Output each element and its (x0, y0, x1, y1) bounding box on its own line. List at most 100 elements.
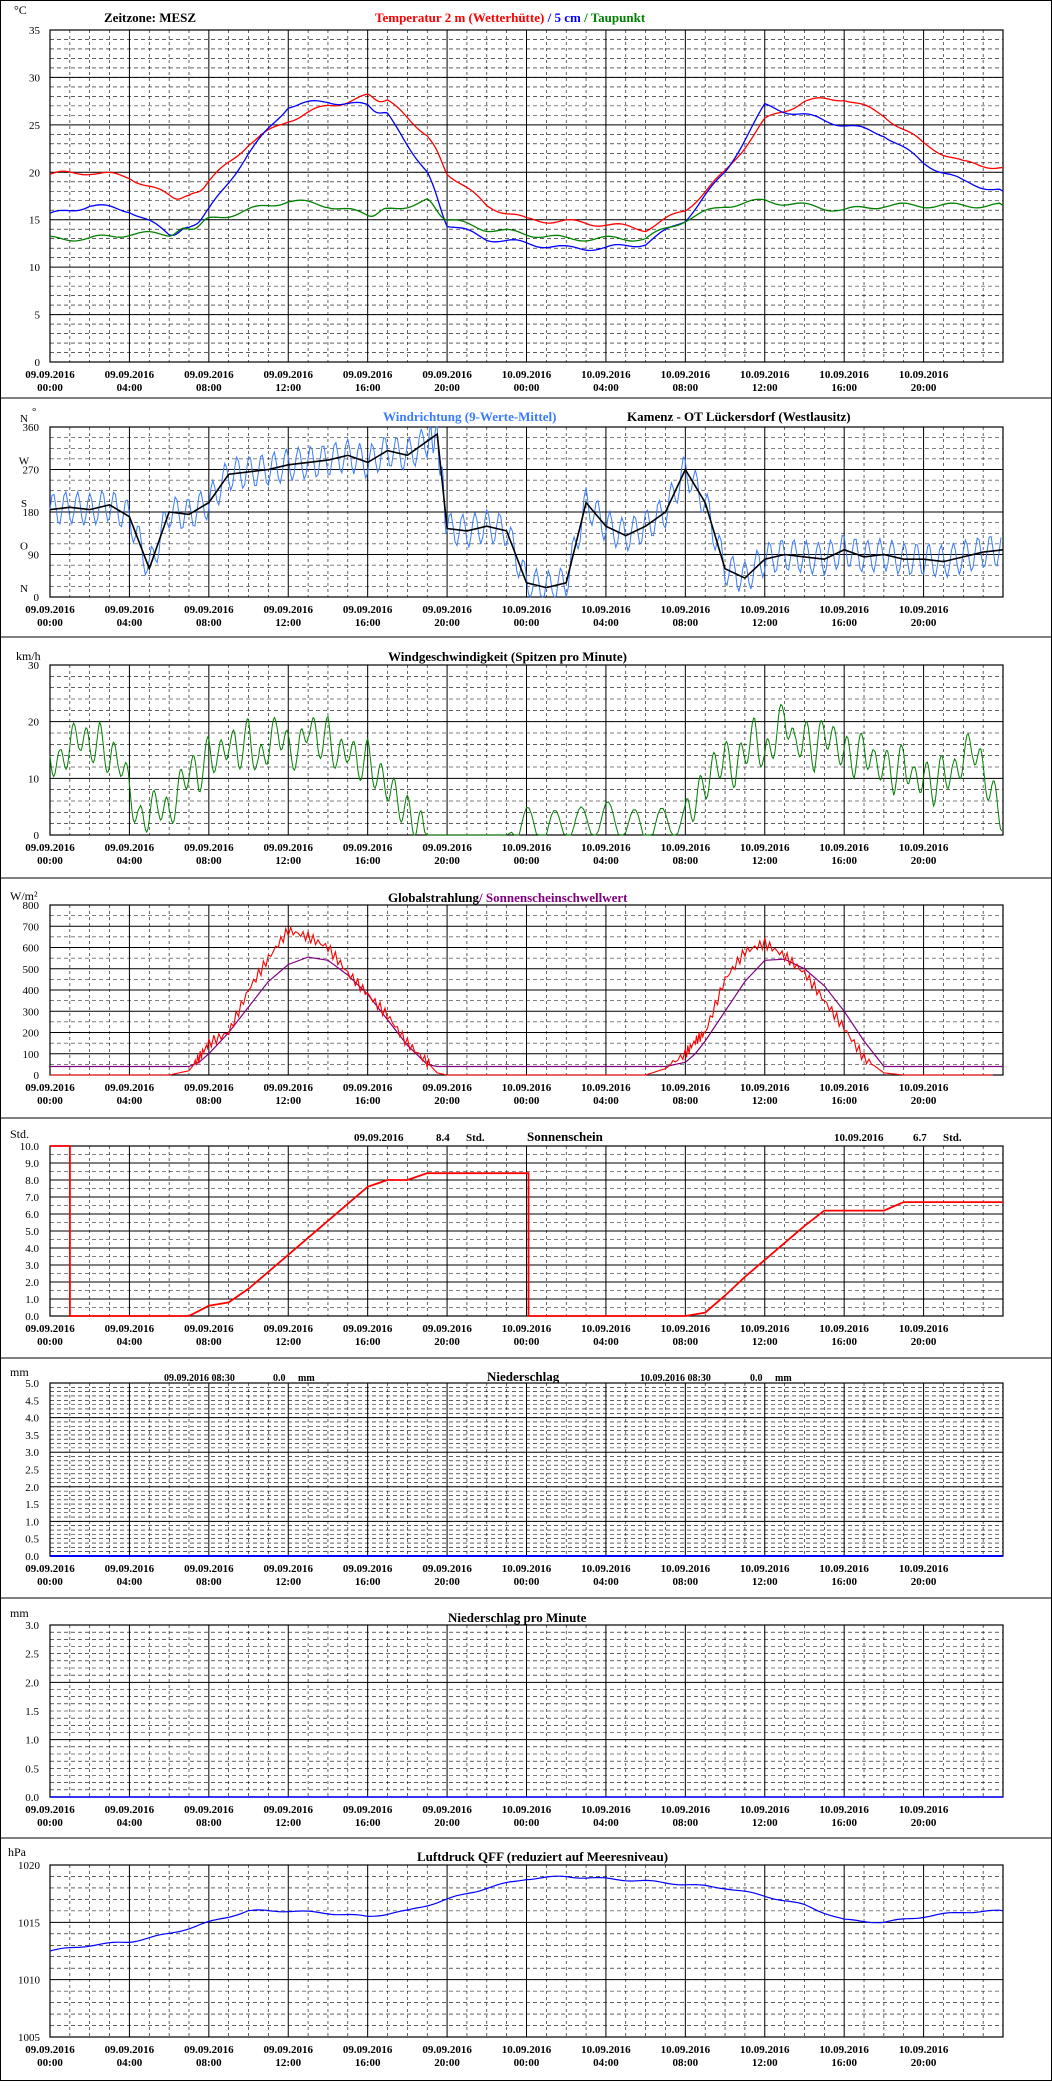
x-tick-time: 08:00 (196, 1336, 222, 1348)
x-tick-time: 04:00 (593, 1336, 619, 1348)
x-tick-date: 09.09.2016 (25, 1082, 75, 1094)
x-tick-date: 10.09.2016 (819, 369, 869, 381)
x-tick-date: 10.09.2016 (740, 604, 790, 616)
x-tick-time: 04:00 (117, 1095, 143, 1107)
y-unit-label: km/h (16, 649, 41, 663)
y-tick-label: 3.5 (25, 1430, 39, 1442)
x-tick-time: 00:00 (37, 1817, 63, 1829)
x-tick-time: 20:00 (911, 1817, 937, 1829)
x-tick-date: 09.09.2016 (264, 369, 314, 381)
x-tick-time: 16:00 (831, 1095, 857, 1107)
x-tick-date: 09.09.2016 (343, 1323, 393, 1335)
x-tick-time: 04:00 (593, 382, 619, 394)
plot-frame (49, 29, 1004, 363)
x-tick-time: 12:00 (275, 1336, 301, 1348)
chart-title: Globalstrahlung/ Sonnenscheinschwellwert (388, 890, 628, 905)
x-tick-date: 09.09.2016 (422, 1323, 472, 1335)
x-tick-date: 09.09.2016 (184, 842, 234, 854)
x-tick-date: 09.09.2016 (264, 842, 314, 854)
x-tick-time: 12:00 (275, 2057, 301, 2069)
panel-precipitation-minute: 0.0 0.5 1.0 1.5 2.0 2.5 3.0mm Niederschlag pro … (10, 1606, 1004, 1829)
y-tick-label: 1.5 (25, 1706, 39, 1718)
x-tick-time: 20:00 (434, 1576, 460, 1588)
x-tick-time: 04:00 (593, 1576, 619, 1588)
x-tick-time: 12:00 (275, 1095, 301, 1107)
x-tick-date: 10.09.2016 (819, 1563, 869, 1575)
x-tick-date: 10.09.2016 (740, 842, 790, 854)
x-tick-time: 12:00 (752, 382, 778, 394)
x-tick-date: 10.09.2016 (740, 1563, 790, 1575)
chart-title: Niederschlag (487, 1369, 560, 1384)
title-part: Taupunkt (591, 10, 646, 25)
x-tick-time: 12:00 (752, 855, 778, 867)
series-line-wind-speed (49, 703, 1003, 836)
x-tick-date: 10.09.2016 (661, 2044, 711, 2056)
x-tick-time: 04:00 (593, 1817, 619, 1829)
x-tick-date: 09.09.2016 (343, 369, 393, 381)
x-tick-date: 10.09.2016 (661, 1804, 711, 1816)
x-tick-date: 10.09.2016 (899, 1563, 949, 1575)
sunshine-date-left: 09.09.2016 (354, 1132, 404, 1144)
y-tick-label: 5 (35, 310, 41, 322)
x-tick-time: 20:00 (434, 1336, 460, 1348)
x-tick-date: 10.09.2016 (819, 1082, 869, 1094)
x-tick-date: 09.09.2016 (105, 1804, 155, 1816)
x-tick-date: 10.09.2016 (661, 1563, 711, 1575)
x-tick-time: 00:00 (514, 1095, 540, 1107)
y-tick-label: 200 (23, 1028, 40, 1040)
chart-title: Luftdruck QFF (reduziert auf Meeresnivea… (417, 1849, 668, 1864)
x-tick-time: 08:00 (196, 1576, 222, 1588)
x-tick-time: 20:00 (434, 2057, 460, 2069)
chart-title: Sonnenschein (527, 1129, 604, 1144)
title-part: Globalstrahlung (388, 890, 480, 905)
x-tick-time: 08:00 (672, 1576, 698, 1588)
title-part: Temperatur 2 m (Wetterhütte) (375, 10, 544, 25)
x-tick-time: 08:00 (196, 2057, 222, 2069)
x-tick-time: 04:00 (117, 617, 143, 629)
x-tick-time: 16:00 (355, 1576, 381, 1588)
x-tick-date: 09.09.2016 (343, 1082, 393, 1094)
y-tick-label: 300 (23, 1006, 40, 1018)
x-tick-date: 10.09.2016 (661, 604, 711, 616)
y-tick-label: 6.0 (25, 1209, 39, 1221)
y-tick-label: 30 (28, 660, 40, 672)
y-tick-label: 20 (29, 167, 41, 179)
x-tick-time: 20:00 (911, 1576, 937, 1588)
sunshine-value-right: 6.7 (913, 1132, 927, 1144)
y-tick-label: 2.5 (25, 1465, 39, 1477)
x-tick-time: 00:00 (514, 1576, 540, 1588)
x-tick-date: 09.09.2016 (184, 1804, 234, 1816)
x-tick-time: 00:00 (514, 1817, 540, 1829)
x-tick-date: 10.09.2016 (581, 2044, 631, 2056)
y-tick-label: 1010 (18, 1975, 41, 1987)
x-tick-date: 10.09.2016 (899, 2044, 949, 2056)
x-tick-time: 16:00 (355, 1095, 381, 1107)
x-tick-date: 09.09.2016 (264, 1082, 314, 1094)
x-tick-date: 10.09.2016 (581, 1323, 631, 1335)
x-tick-time: 12:00 (752, 1095, 778, 1107)
x-tick-date: 10.09.2016 (502, 842, 552, 854)
x-tick-time: 04:00 (117, 1576, 143, 1588)
x-tick-date: 09.09.2016 (25, 1804, 75, 1816)
x-tick-date: 10.09.2016 (581, 1804, 631, 1816)
x-tick-time: 08:00 (196, 855, 222, 867)
precip-unit-right: mm (775, 1373, 792, 1384)
y-tick-label: 3.0 (25, 1620, 39, 1632)
station-label: Kamenz - OT Lückersdorf (Westlausitz) (627, 409, 851, 424)
title-part: / (581, 10, 591, 25)
chart-title: Windgeschwindigkeit (Spitzen pro Minute) (388, 649, 627, 664)
plot-frame (49, 1145, 1004, 1317)
x-tick-time: 08:00 (672, 1336, 698, 1348)
y-tick-label: 20 (28, 717, 40, 729)
x-tick-date: 09.09.2016 (25, 2044, 75, 2056)
x-tick-date: 09.09.2016 (264, 2044, 314, 2056)
x-tick-date: 10.09.2016 (502, 1563, 552, 1575)
chart-title: Temperatur 2 m (Wetterhütte) / 5 cm / Ta… (375, 10, 646, 25)
x-tick-date: 09.09.2016 (184, 369, 234, 381)
y-tick-label: 8.0 (25, 1175, 39, 1187)
y-tick-label: 10.0 (20, 1141, 40, 1153)
x-tick-time: 04:00 (593, 2057, 619, 2069)
y-tick-label: 360 (23, 422, 40, 434)
